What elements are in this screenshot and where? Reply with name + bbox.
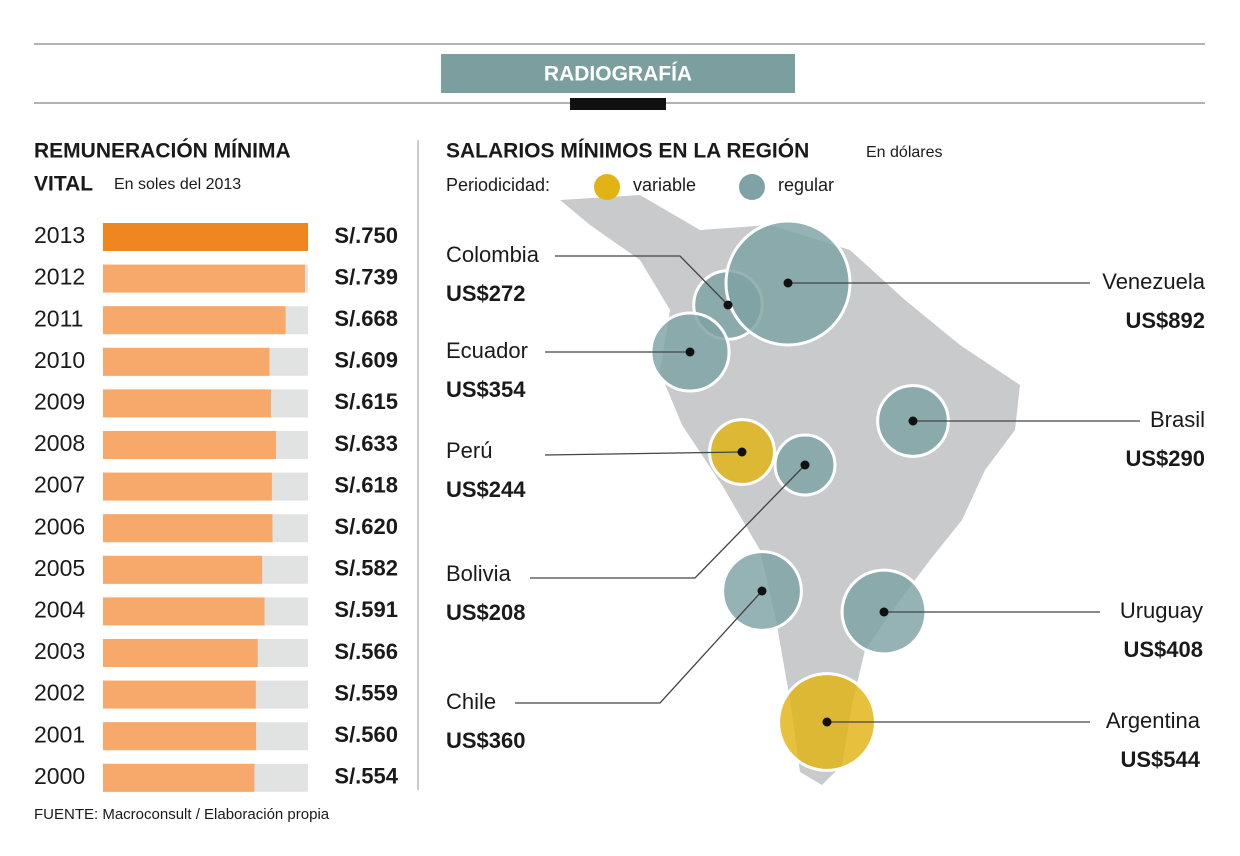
bar	[103, 264, 305, 293]
legend-title: Periodicidad:	[446, 175, 550, 195]
year-label: 2000	[34, 763, 85, 789]
bar	[103, 472, 272, 501]
bar	[103, 389, 272, 418]
year-label: 2012	[34, 264, 85, 290]
country-label: Ecuador	[446, 338, 528, 363]
bar	[103, 597, 265, 626]
chart-title: SALARIOS MÍNIMOS EN LA REGIÓN	[446, 139, 809, 163]
year-label: 2003	[34, 638, 85, 664]
bubble-center	[800, 460, 810, 470]
value-label: S/.668	[334, 306, 398, 331]
year-label: 2005	[34, 555, 85, 581]
bubble-center	[685, 347, 695, 357]
bar	[103, 555, 263, 584]
value-label: US$544	[1120, 747, 1200, 772]
chart-subtitle: En soles del 2013	[114, 176, 241, 193]
value-label: S/.620	[334, 514, 398, 539]
header-title: RADIOGRAFÍA	[544, 63, 692, 86]
year-label: 2004	[34, 596, 85, 622]
value-label: US$244	[446, 477, 526, 502]
country-label: Chile	[446, 689, 496, 714]
chart-subtitle: En dólares	[866, 144, 943, 161]
value-label: S/.739	[334, 264, 398, 289]
bar	[103, 722, 257, 751]
value-label: S/.609	[334, 348, 398, 373]
bar	[103, 306, 286, 335]
year-label: 2008	[34, 430, 85, 456]
legend-swatch	[739, 174, 765, 200]
value-label: S/.750	[334, 223, 398, 248]
country-label: Venezuela	[1102, 269, 1206, 294]
year-label: 2001	[34, 721, 85, 747]
bar	[103, 639, 258, 667]
country-label: Uruguay	[1120, 598, 1203, 623]
leader-line	[555, 255, 729, 306]
value-label: US$354	[446, 377, 526, 402]
value-label: US$208	[446, 600, 526, 625]
year-label: 2007	[34, 472, 85, 498]
bar	[103, 514, 273, 543]
country-label: Colombia	[446, 242, 540, 267]
bubble-center	[723, 300, 733, 310]
value-label: US$360	[446, 728, 526, 753]
value-label: US$290	[1125, 446, 1205, 471]
value-label: US$408	[1123, 637, 1203, 662]
header-box	[441, 54, 795, 93]
value-label: S/.582	[334, 556, 398, 581]
header-tab	[570, 98, 666, 110]
bubble-center	[757, 586, 767, 596]
year-label: 2009	[34, 388, 85, 414]
value-label: S/.633	[334, 431, 398, 456]
bar	[103, 347, 270, 376]
bar	[103, 223, 308, 251]
chart-title: VITAL	[34, 173, 93, 196]
year-label: 2010	[34, 347, 85, 373]
bubble-center	[822, 717, 832, 727]
year-label: 2013	[34, 222, 85, 248]
value-label: S/.560	[334, 722, 398, 747]
country-label: Brasil	[1150, 407, 1205, 432]
leader-line	[530, 464, 806, 579]
year-label: 2002	[34, 680, 85, 706]
bar	[103, 431, 277, 459]
bar	[103, 680, 256, 709]
year-label: 2011	[34, 305, 83, 331]
bubble-center	[879, 607, 889, 617]
value-label: US$892	[1125, 308, 1205, 333]
bar	[103, 763, 255, 792]
legend-swatch	[594, 174, 620, 200]
value-label: S/.618	[334, 472, 398, 497]
value-label: S/.559	[334, 680, 398, 705]
value-label: S/.554	[334, 764, 398, 789]
value-label: US$272	[446, 281, 526, 306]
legend-label: regular	[778, 175, 834, 195]
value-label: S/.591	[334, 597, 398, 622]
leader-line	[544, 451, 743, 456]
legend-label: variable	[633, 175, 696, 195]
leader-line	[515, 590, 763, 704]
value-label: S/.615	[334, 389, 398, 414]
year-label: 2006	[34, 513, 85, 539]
country-label: Perú	[446, 438, 492, 463]
bubble-center	[908, 416, 918, 426]
country-label: Bolivia	[446, 561, 512, 586]
bubble-center	[737, 447, 747, 457]
chart-title: REMUNERACIÓN MÍNIMA	[34, 139, 291, 163]
bubble-center	[783, 278, 793, 288]
value-label: S/.566	[334, 639, 398, 664]
country-label: Argentina	[1106, 708, 1201, 733]
source: FUENTE: Macroconsult / Elaboración propi…	[34, 806, 330, 823]
